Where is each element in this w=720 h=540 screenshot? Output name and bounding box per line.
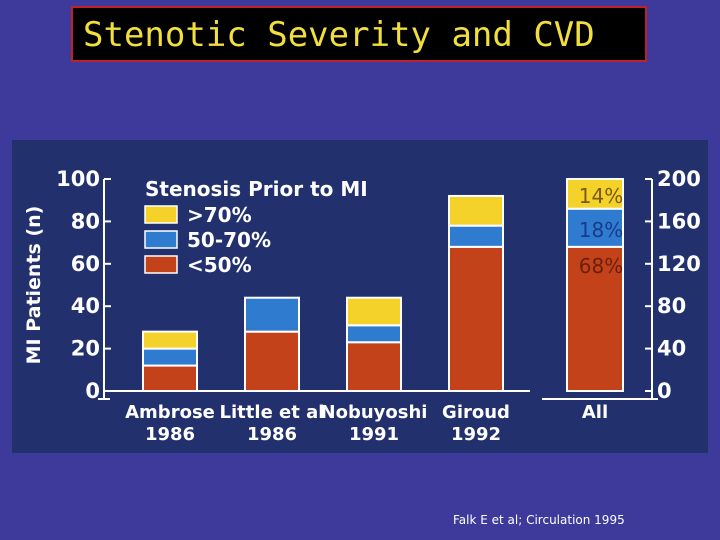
bar-segment — [448, 245, 504, 392]
bar-segment — [448, 224, 504, 248]
legend-swatch — [144, 230, 178, 249]
all-bar-label: All — [582, 402, 608, 423]
all-bar-percent-label: 14% — [579, 184, 623, 208]
right-tick-label: 120 — [657, 252, 701, 276]
y-axis-label: MI Patients (n) — [23, 206, 45, 365]
category-label: Nobuyoshi — [321, 402, 428, 423]
slide-title: Stenotic Severity and CVD — [83, 15, 595, 55]
legend-label: <50% — [187, 253, 252, 277]
right-tick-label: 0 — [657, 379, 672, 403]
bar-segment — [244, 296, 300, 333]
category-year: 1986 — [145, 424, 195, 445]
bar-segment — [142, 347, 198, 367]
category-year: 1986 — [247, 424, 297, 445]
bar-segment — [346, 296, 402, 327]
right-tick-label: 80 — [657, 294, 686, 318]
all-bar-percent-label: 68% — [579, 254, 623, 278]
legend-label: 50-70% — [187, 228, 271, 252]
bar-segment — [142, 364, 198, 392]
category-label: Giroud — [442, 402, 510, 423]
right-tick-label: 40 — [657, 337, 686, 361]
all-bar-segment — [566, 178, 624, 210]
category-year: 1991 — [349, 424, 399, 445]
left-tick-label: 60 — [71, 252, 100, 276]
legend-swatch — [144, 255, 178, 274]
legend-label: >70% — [187, 203, 252, 227]
legend-title: Stenosis Prior to MI — [145, 177, 368, 201]
category-label: Little et al — [220, 402, 325, 423]
bar-segment — [244, 330, 300, 392]
left-tick-label: 20 — [71, 337, 100, 361]
bar-segment — [346, 324, 402, 344]
legend-swatch — [144, 205, 178, 224]
category-label: Ambrose — [125, 402, 215, 423]
left-tick-label: 0 — [85, 379, 100, 403]
chart-panel: MI Patients (n) 0 20 40 60 80 100 0 40 80 120 160 20… — [12, 140, 708, 453]
bar-segment — [142, 330, 198, 350]
right-tick-label: 200 — [657, 167, 701, 191]
bar-segment — [448, 194, 504, 227]
left-tick-label: 100 — [56, 167, 100, 191]
stacked-bar-chart: MI Patients (n) 0 20 40 60 80 100 0 40 80 120 160 20… — [23, 167, 701, 445]
all-bar-percent-label: 18% — [579, 218, 623, 242]
citation: Falk E et al; Circulation 1995 — [453, 513, 625, 527]
title-box: Stenotic Severity and CVD — [71, 6, 647, 62]
bar-segment — [346, 341, 402, 393]
right-tick-label: 160 — [657, 209, 701, 233]
category-year: 1992 — [451, 424, 501, 445]
left-tick-label: 40 — [71, 294, 100, 318]
left-tick-label: 80 — [71, 209, 100, 233]
